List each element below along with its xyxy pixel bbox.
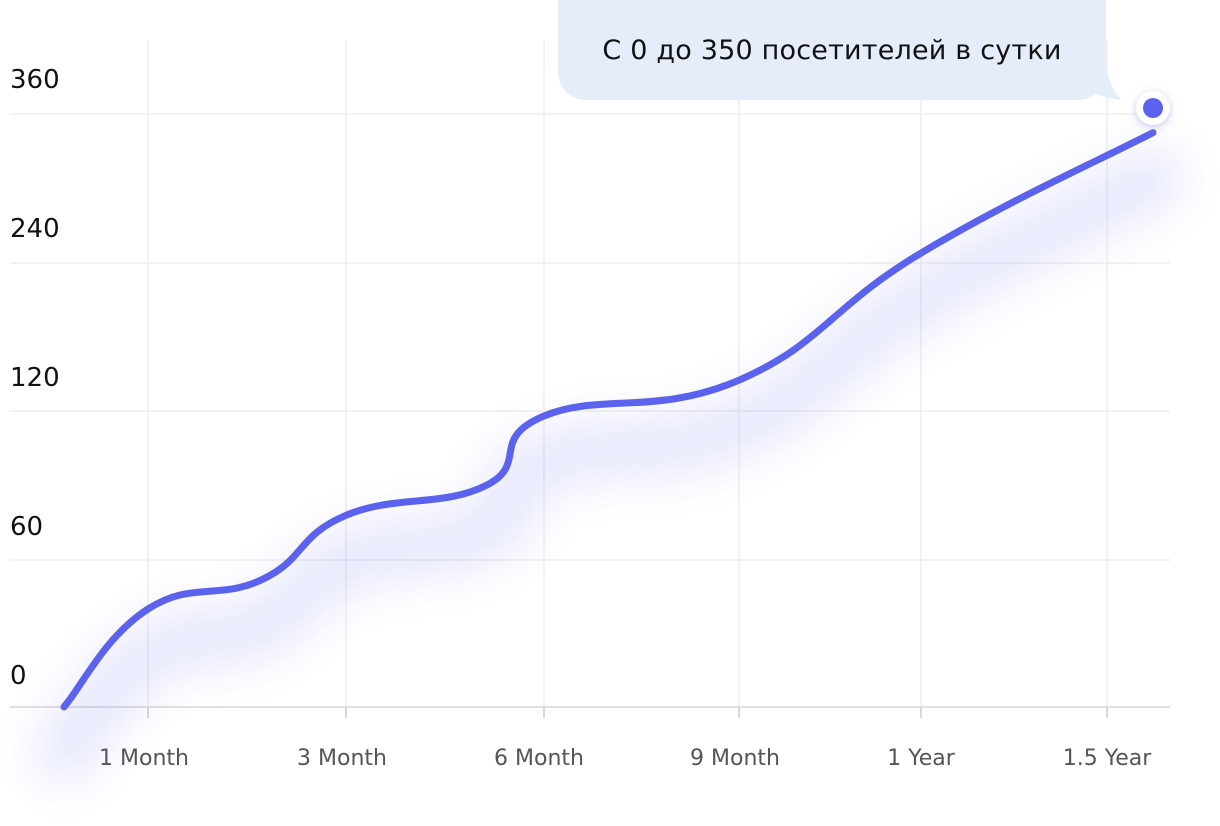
- y-tick-label: 0: [10, 661, 27, 691]
- x-tick-label: 3 Month: [297, 746, 387, 771]
- x-tick-label: 9 Month: [690, 746, 780, 771]
- y-tick-label: 360: [10, 65, 60, 95]
- x-axis-ticks: 1 Month 3 Month 6 Month 9 Month 1 Year 1…: [99, 746, 1152, 771]
- y-tick-label: 240: [10, 214, 60, 244]
- end-point-dot: [1143, 98, 1163, 118]
- x-tick-label: 1.5 Year: [1063, 746, 1153, 771]
- x-tick-label: 1 Year: [887, 746, 956, 771]
- annotation-text: С 0 до 350 посетителей в сутки: [602, 34, 1062, 66]
- x-axis-tick-marks: [147, 707, 1108, 718]
- x-tick-label: 6 Month: [494, 746, 584, 771]
- y-axis-ticks: 360 240 120 60 0: [10, 65, 60, 691]
- series-line-glow: [34, 148, 1183, 783]
- y-tick-label: 120: [10, 363, 60, 393]
- end-point-marker: [1136, 91, 1170, 125]
- annotation-callout: С 0 до 350 посетителей в сутки: [558, 0, 1106, 100]
- y-tick-label: 60: [10, 512, 43, 542]
- x-tick-label: 1 Month: [99, 746, 189, 771]
- series-line: [60, 129, 1157, 711]
